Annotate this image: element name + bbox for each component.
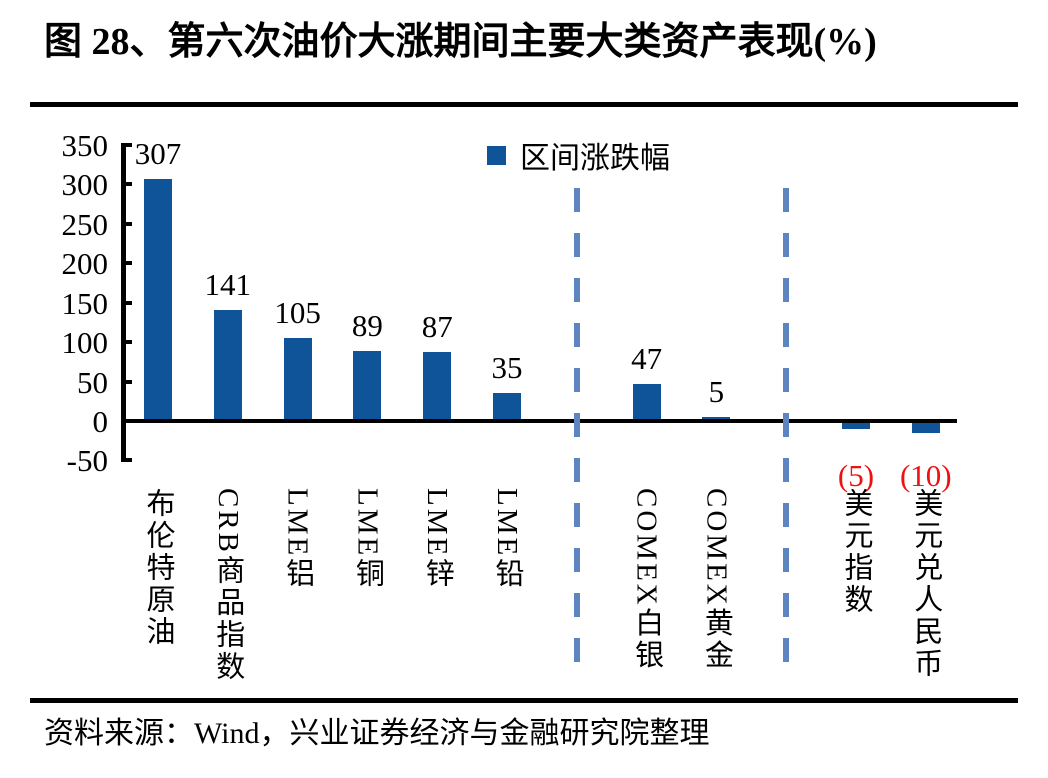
top-divider-line [30, 102, 1018, 107]
chart-legend: 区间涨跌幅 [487, 133, 670, 177]
y-axis-tick-label: 100 [61, 325, 109, 361]
bar [423, 352, 452, 421]
x-axis-category-label: COMEX白银 [630, 488, 663, 672]
bottom-divider-line [30, 698, 1018, 703]
x-axis-category-label: COMEX黄金 [700, 488, 733, 672]
y-axis-tick-mark [121, 142, 132, 147]
y-axis-tick-label: 250 [61, 206, 109, 242]
y-axis-tick-mark [121, 221, 132, 226]
x-axis-category-label: LME铜 [351, 488, 384, 591]
bar [353, 350, 382, 421]
x-axis-category-label: LME铅 [491, 488, 523, 591]
y-axis-tick-mark [121, 300, 132, 305]
y-axis-tick-label: 350 [61, 127, 109, 163]
x-axis-category-label: 美元指数 [840, 488, 872, 616]
bar-value-label: 141 [204, 266, 252, 302]
bar-value-label: 105 [274, 295, 321, 331]
bar-value-label: 87 [421, 309, 453, 345]
y-axis-tick-label: 300 [61, 167, 109, 203]
bar-value-label: 47 [631, 340, 663, 376]
bar-value-label: 5 [708, 374, 725, 410]
y-axis-tick-label: 200 [61, 246, 109, 282]
source-note: 资料来源：Wind，兴业证券经济与金融研究院整理 [44, 717, 710, 750]
bar [144, 178, 172, 421]
bar [632, 383, 661, 421]
x-axis-category-label: LME铝 [281, 488, 314, 591]
x-axis-category-label: 布伦特原油 [142, 488, 174, 648]
bar [283, 338, 312, 421]
y-axis-tick-mark [121, 340, 132, 345]
chart-title: 图 28、第六次油价大涨期间主要大类资产表现(%) [44, 21, 877, 63]
x-axis-category-label: 美元兑人民币 [909, 488, 942, 680]
y-axis-tick-label: -50 [66, 443, 108, 479]
y-axis-tick-mark [121, 379, 132, 384]
bar [493, 393, 521, 421]
y-axis-tick-label: 0 [92, 404, 109, 439]
bar [842, 423, 870, 429]
x-axis-category-label: CRB商品指数 [211, 488, 244, 684]
legend-swatch-icon [487, 145, 506, 165]
y-axis-tick-label: 150 [61, 285, 109, 321]
y-axis-tick-mark [121, 261, 132, 266]
x-axis-category-label: LME锌 [421, 488, 454, 591]
dashed-separator-line [573, 188, 580, 668]
dashed-separator-line [783, 188, 790, 668]
bar [213, 309, 242, 421]
x-axis-zero-line [121, 419, 957, 423]
y-axis-tick-mark [121, 458, 132, 463]
y-axis-tick-label: 50 [77, 364, 108, 400]
bar-value-label: 89 [351, 307, 383, 343]
bar-value-label: (5) [837, 458, 875, 493]
bar [911, 423, 940, 433]
bar-value-label: 307 [134, 135, 182, 171]
bar-value-label: (10) [899, 458, 952, 493]
y-axis-tick-mark [121, 182, 132, 187]
legend-label: 区间涨跌幅 [520, 142, 670, 175]
bar-value-label: 35 [491, 350, 523, 386]
y-axis-line [121, 142, 126, 463]
